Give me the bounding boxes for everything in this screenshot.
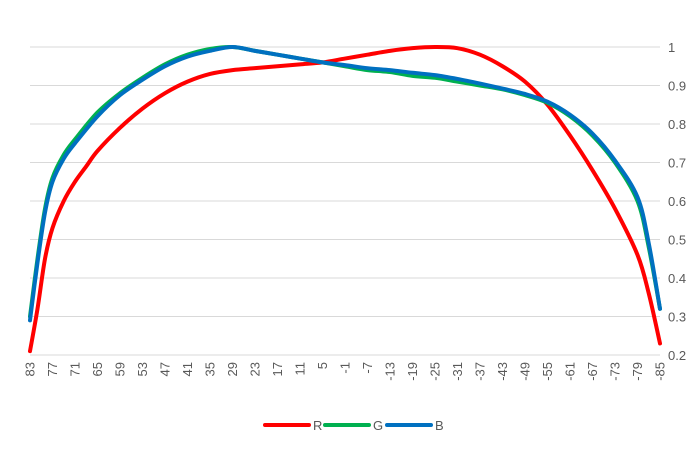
x-tick-label: -13 (383, 362, 398, 381)
series-line-g (28, 44, 662, 319)
y-tick-label: 0.5 (668, 233, 686, 248)
y-tick-label: 0.8 (668, 117, 686, 132)
y-tick-label: 0.3 (668, 310, 686, 325)
y-tick-label: 1 (668, 40, 675, 55)
x-tick-label: -73 (608, 362, 623, 381)
x-tick-label: 11 (293, 362, 308, 376)
x-tick-label: -7 (360, 362, 375, 374)
x-tick-label: 47 (158, 362, 173, 376)
legend-label-r: R (313, 418, 322, 433)
gridlines (30, 46, 660, 356)
y-tick-label: 0.4 (668, 271, 686, 286)
series-lines (28, 44, 662, 354)
y-tick-label: 0.9 (668, 79, 686, 94)
y-tick-label: 0.2 (668, 348, 686, 363)
x-axis-ticks: 83 77 71 65 59 53 47 41 35 29 23 17 11 5 -1 -7 -13 -19 -25… (23, 362, 668, 381)
x-tick-label: -49 (518, 362, 533, 381)
x-tick-label: -25 (428, 362, 443, 381)
legend-label-b: B (435, 418, 444, 433)
x-tick-label: -37 (473, 362, 488, 381)
x-tick-label: -1 (338, 362, 353, 374)
y-axis-ticks: 0.2 0.3 0.4 0.5 0.6 0.7 0.8 0.9 1 (668, 40, 686, 363)
x-tick-label: 23 (248, 362, 263, 376)
x-tick-label: -31 (450, 362, 465, 381)
x-tick-label: 35 (203, 362, 218, 376)
x-tick-label: -79 (630, 362, 645, 381)
series-line-r (28, 44, 662, 354)
x-tick-label: 5 (315, 362, 330, 369)
x-tick-label: -85 (653, 362, 668, 381)
x-tick-label: 29 (225, 362, 240, 376)
x-tick-label: 77 (45, 362, 60, 376)
x-tick-label: 53 (135, 362, 150, 376)
legend-label-g: G (373, 418, 383, 433)
x-tick-label: 83 (23, 362, 38, 376)
x-tick-label: -61 (563, 362, 578, 381)
y-tick-label: 0.7 (668, 156, 686, 171)
x-tick-label: 17 (270, 362, 285, 376)
series-line-b (28, 45, 662, 323)
x-tick-label: 41 (180, 362, 195, 376)
x-tick-label: -43 (495, 362, 510, 381)
y-tick-label: 0.6 (668, 194, 686, 209)
x-tick-label: -67 (585, 362, 600, 381)
x-tick-label: 65 (90, 362, 105, 376)
x-tick-label: 71 (68, 362, 83, 376)
x-tick-label: 59 (113, 362, 128, 376)
x-tick-label: -55 (540, 362, 555, 381)
x-tick-label: -19 (405, 362, 420, 381)
